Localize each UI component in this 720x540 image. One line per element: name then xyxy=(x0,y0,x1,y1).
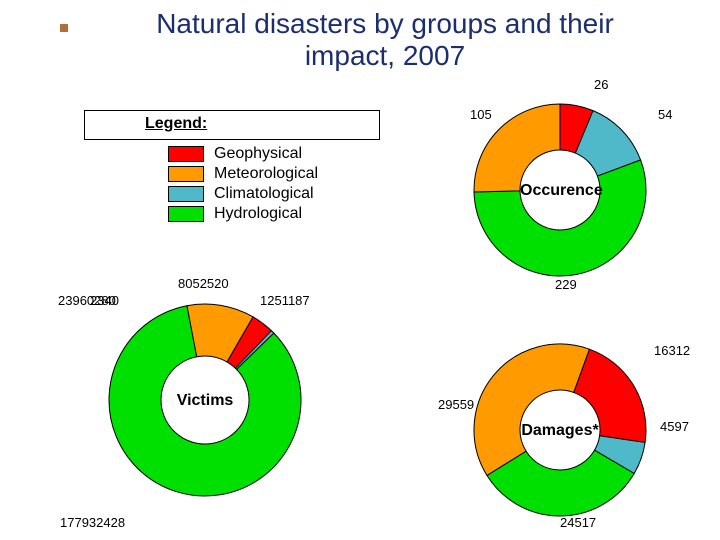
pie-value-label: 8052520 xyxy=(178,276,229,291)
pie-value-label: 105 xyxy=(470,107,492,122)
pie-value-label: 229 xyxy=(555,277,577,292)
pie-value-label: 4597 xyxy=(660,419,689,434)
pie-value-label: 1251187 xyxy=(260,293,310,308)
pie-value-label: 54 xyxy=(658,107,672,122)
damages-donut xyxy=(0,0,720,540)
pie-value-label: 24517 xyxy=(560,515,596,530)
occurrence-center-label: Occurence xyxy=(520,182,600,200)
damages-center-label: Damages* xyxy=(520,422,600,440)
pie-value-label: 16312 xyxy=(654,343,690,358)
pie-value-label: 26 xyxy=(594,77,608,92)
pie-value-label: 2340 xyxy=(90,293,119,308)
donut-slice xyxy=(474,344,589,475)
pie-value-label: 177932428 xyxy=(60,515,125,530)
pie-value-label: 29559 xyxy=(438,397,474,412)
victims-center-label: Victims xyxy=(165,392,245,410)
